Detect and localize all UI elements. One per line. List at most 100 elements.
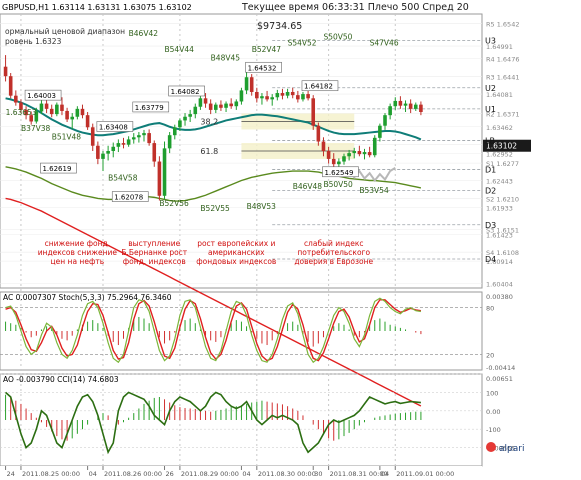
price-tick-label: 1.60404 [486, 280, 513, 288]
price-panel-frame [0, 13, 483, 289]
price-label: 1.64082 [171, 88, 200, 96]
candle-body [111, 146, 116, 151]
ma-mid-line [5, 166, 422, 202]
price-tick-label: R3 1.6441 [486, 74, 519, 82]
price-label-box [245, 61, 282, 73]
ac-stoch-tick-label: -0.00414 [486, 364, 515, 372]
candle-body [285, 91, 290, 96]
candle-body [347, 153, 351, 157]
ac-stoch-tick-label: 20 [486, 351, 494, 359]
candle-body [337, 161, 341, 165]
candle-body [306, 94, 310, 99]
candle-body [188, 114, 192, 117]
candle-body [106, 151, 110, 154]
price-label: 1.64182 [304, 83, 333, 91]
candle-body [34, 111, 39, 122]
candle-body [342, 156, 346, 162]
candle-body [244, 77, 249, 91]
pair-label: B46V42 [129, 29, 159, 38]
candle-body [157, 161, 162, 196]
price-tick-label: R4 1.6476 [486, 55, 519, 63]
ac-panel-frame [0, 291, 483, 371]
ma-fast-line [5, 97, 422, 141]
candle-body [403, 103, 408, 106]
pivot-level-label: D1 [485, 165, 496, 174]
price-tick-label: 1.62443 [486, 178, 513, 186]
price-label: 1.62078 [114, 194, 143, 202]
time-tick-label: 30 [314, 470, 322, 478]
pair-label: B48V53 [247, 202, 277, 211]
channel-note-1: ормальный ценовой диапазон [5, 27, 125, 36]
ao-cci-title: AO -0.003790 CCI(14) 74.6803 [3, 375, 119, 384]
price-tick-label: 1.63462 [486, 124, 513, 132]
candle-body [301, 94, 305, 100]
time-tick-label: 2011.08.30 00:00 [258, 470, 316, 478]
time-tick-label: 04 [89, 470, 97, 478]
price-tick-label: 1.61423 [486, 231, 513, 239]
candle-body [224, 103, 228, 108]
candle-body [255, 91, 259, 99]
candle-body [378, 125, 382, 138]
stoch-main-line [5, 297, 421, 364]
candle-body [367, 152, 372, 156]
candles[interactable] [3, 55, 423, 201]
pivot-level-label: LB [485, 136, 495, 145]
price-tick-label: 1.64991 [486, 43, 513, 51]
candle-body [162, 148, 167, 196]
candle-body [101, 153, 105, 159]
time-tick-label: 04 [242, 470, 250, 478]
candle-body [393, 100, 398, 107]
oscillators: AC 0.0007307 Stoch(5,3,3) 75.2964 76.346… [0, 293, 482, 455]
ao-cci-tick-label: 0.00651 [486, 375, 513, 383]
candle-body [65, 110, 69, 120]
price-label-box [24, 89, 62, 101]
candle-body [19, 102, 23, 110]
candle-body [331, 158, 336, 165]
candle-body [398, 100, 403, 106]
time-axis-band [0, 466, 482, 480]
price-tick-label: S3 1.6151 [486, 227, 519, 235]
indicator-lines [5, 39, 482, 407]
candle-body [14, 95, 18, 103]
candle-body [280, 93, 285, 96]
candle-body [408, 103, 413, 109]
price-label-box [111, 191, 149, 202]
pair-label: S47V46 [370, 39, 399, 48]
current-price-label: 1.63102 [486, 142, 517, 151]
candle-body [249, 77, 254, 92]
candle-body [55, 104, 59, 115]
time-tick-label: 2011.09.01 00:00 [396, 470, 454, 478]
price-label-box [322, 166, 359, 178]
symbol-line: GBPUSD,H1 1.63114 1.63131 1.63075 1.6310… [2, 3, 192, 12]
pair-label: B54V44 [165, 45, 195, 54]
price-label-box [132, 101, 170, 113]
candle-body [147, 133, 151, 144]
candle-body [352, 151, 357, 154]
candle-body [219, 104, 223, 108]
ao-cci-tick-label: -100 [486, 426, 501, 434]
candle-body [413, 104, 418, 109]
price-tick-label: 1.62952 [486, 151, 513, 159]
pivot-level-label: D2 [485, 187, 496, 196]
candle-body [137, 135, 141, 138]
channel-note-2: ровень 1.6323 [5, 37, 62, 46]
candle-body [8, 76, 13, 96]
candle-body [383, 115, 387, 126]
ma-slow-line [5, 197, 422, 407]
candle-body [142, 133, 146, 136]
ao-cci-tick-label: -0.00565 [486, 445, 515, 453]
candle-body [44, 103, 49, 109]
price-label: 1.64003 [27, 92, 56, 100]
candle-body [121, 143, 126, 145]
time-tick-label: 2011.08.26 00:00 [104, 470, 162, 478]
current-price-marker [483, 139, 531, 152]
news-annotation: слабый индекс потребительского доверия в Е… [294, 239, 373, 266]
pair-label: B53V54 [359, 186, 389, 195]
news-annotation: рост европейских и американских фондовых и… [196, 239, 276, 266]
price-label: 1.64532 [248, 64, 277, 72]
pair-label: B52V47 [252, 45, 282, 54]
price-tick-label: R5 1.6542 [486, 20, 519, 28]
candle-body [321, 141, 326, 151]
time-tick-label: 2011.08.25 00:00 [22, 470, 80, 478]
